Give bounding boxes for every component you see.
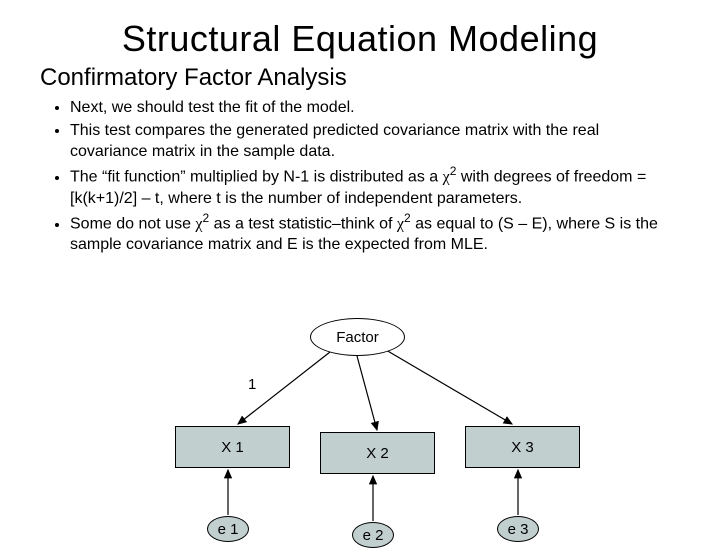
e2-node: e 2 xyxy=(352,522,394,548)
edge-label-1: 1 xyxy=(248,376,256,393)
bullet-item: Next, we should test the fit of the mode… xyxy=(70,98,680,119)
x3-node: X 3 xyxy=(465,426,580,468)
x1-node: X 1 xyxy=(175,426,290,468)
page-title: Structural Equation Modeling xyxy=(0,18,720,60)
factor-node: Factor xyxy=(310,318,405,356)
x2-node: X 2 xyxy=(320,432,435,474)
subtitle: Confirmatory Factor Analysis xyxy=(40,64,720,92)
e1-node: e 1 xyxy=(207,516,249,542)
bullet-item: The “fit function” multiplied by N-1 is … xyxy=(70,164,680,209)
bullet-item: This test compares the generated predict… xyxy=(70,121,680,163)
factor-diagram: Factor X 1 X 2 X 3 e 1 e 2 e 3 1 xyxy=(0,318,720,558)
bullet-list: Next, we should test the fit of the mode… xyxy=(50,98,680,256)
bullet-item: Some do not use χ2 as a test statistic–t… xyxy=(70,211,680,256)
e3-node: e 3 xyxy=(497,516,539,542)
